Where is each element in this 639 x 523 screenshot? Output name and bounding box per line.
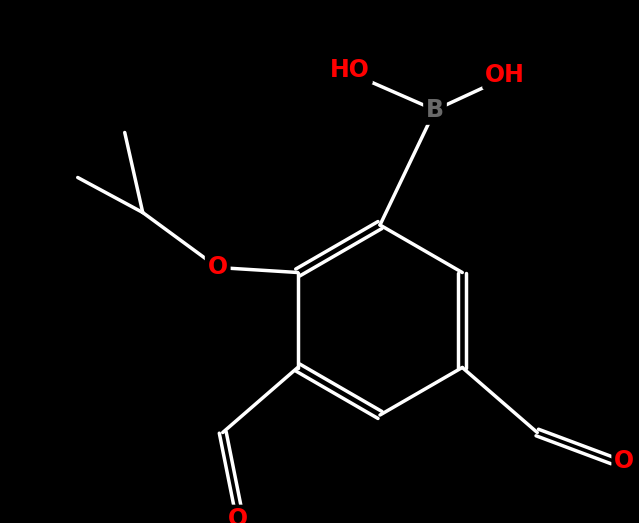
Text: OH: OH <box>485 63 525 87</box>
Text: O: O <box>227 507 248 523</box>
Text: O: O <box>208 256 227 279</box>
Text: B: B <box>426 98 444 122</box>
Text: O: O <box>614 449 635 472</box>
Text: HO: HO <box>330 58 370 82</box>
